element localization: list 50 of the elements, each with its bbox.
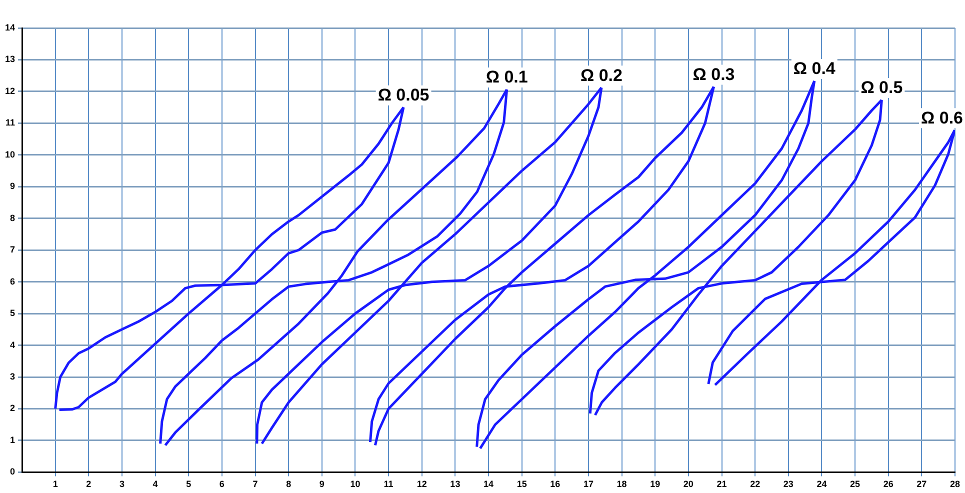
series-label: Ω 0.4: [793, 59, 836, 78]
x-tick-label: 13: [450, 479, 460, 490]
x-tick-label: 10: [350, 479, 360, 490]
series-label: Ω 0.5: [860, 78, 903, 98]
x-tick-label: 21: [716, 479, 727, 490]
x-tick-label: 19: [650, 479, 660, 490]
x-tick-label: 8: [286, 479, 292, 490]
series-label: Ω 0.6: [921, 108, 964, 128]
x-tick-label: 1: [52, 479, 58, 490]
x-tick-label: 2: [86, 479, 92, 490]
y-tick-label: 11: [5, 118, 16, 128]
x-tick-label: 9: [319, 479, 324, 490]
x-tick-label: 27: [916, 479, 927, 490]
x-tick-label: 26: [883, 479, 894, 490]
y-tick-label: 0: [10, 466, 16, 477]
x-tick-label: 12: [416, 479, 427, 490]
x-tick-label: 17: [583, 479, 594, 490]
x-tick-label: 22: [750, 479, 760, 490]
x-tick-label: 23: [783, 479, 794, 490]
x-tick-label: 16: [550, 479, 560, 490]
x-tick-label: 18: [616, 479, 627, 490]
x-tick-label: 3: [119, 479, 124, 490]
y-tick-label: 9: [10, 181, 16, 192]
x-tick-label: 24: [816, 479, 827, 490]
x-tick-label: 20: [683, 479, 694, 490]
y-tick-label: 6: [10, 276, 16, 286]
y-tick-label: 5: [10, 308, 16, 318]
y-tick-label: 1: [10, 434, 16, 445]
x-tick-label: 14: [484, 479, 494, 490]
x-tick-label: 25: [850, 479, 860, 490]
y-tick-label: 12: [4, 86, 16, 96]
x-tick-label: 5: [186, 479, 192, 490]
y-tick-label: 2: [10, 403, 16, 414]
x-tick-label: 28: [950, 479, 960, 490]
y-tick-label: 13: [4, 54, 16, 64]
y-tick-label: 7: [10, 244, 16, 255]
series-label: Ω 0.1: [486, 68, 528, 87]
series-label: Ω 0.05: [378, 86, 430, 105]
y-tick-label: 3: [10, 372, 16, 382]
y-tick-label: 4: [10, 340, 16, 350]
x-tick-label: 4: [152, 479, 158, 490]
x-tick-label: 7: [252, 479, 258, 490]
x-tick-label: 11: [384, 479, 394, 490]
x-tick-label: 6: [219, 479, 224, 490]
y-tick-label: 10: [4, 149, 16, 160]
y-tick-label: 14: [4, 22, 16, 32]
x-tick-label: 15: [516, 479, 527, 490]
series-label: Ω 0.2: [580, 66, 622, 85]
y-tick-label: 8: [10, 212, 16, 223]
series-label: Ω 0.3: [692, 64, 735, 84]
